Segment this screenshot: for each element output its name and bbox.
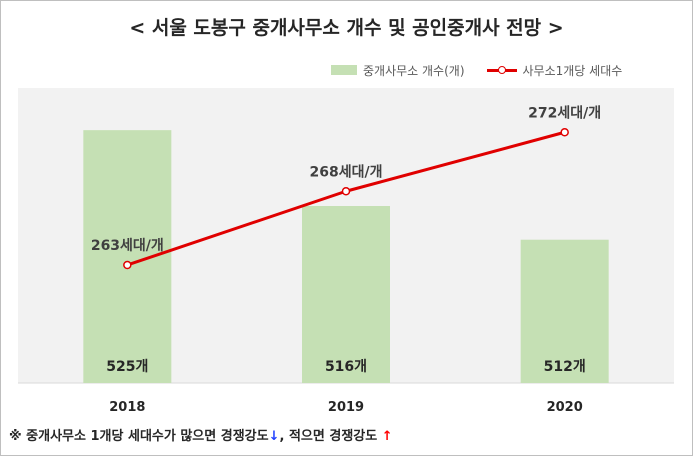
legend: 중개사무소 개수(개) 사무소1개당 세대수 bbox=[331, 61, 644, 79]
bar bbox=[302, 206, 390, 383]
line-data-label: 272세대/개 bbox=[528, 105, 601, 121]
bar bbox=[520, 239, 609, 383]
up-arrow-icon: ↑ bbox=[381, 429, 393, 444]
chart-title: < 서울 도봉구 중개사무소 개수 및 공인중개사 전망 > bbox=[129, 17, 564, 39]
footnote-text-2: , 적으면 경쟁강도 bbox=[279, 429, 378, 444]
line-point bbox=[560, 128, 569, 137]
bar-label: 525개 bbox=[106, 359, 148, 375]
footnote: ※ 중개사무소 1개당 세대수가 많으면 경쟁강도↓, 적으면 경쟁강도 ↑ bbox=[9, 425, 393, 444]
x-tick-label: 2018 bbox=[109, 400, 145, 415]
line-data-label: 268세대/개 bbox=[310, 164, 383, 180]
down-arrow-icon: ↓ bbox=[268, 429, 280, 444]
legend-line-label: 사무소1개당 세대수 bbox=[522, 63, 623, 78]
legend-line-swatch bbox=[486, 65, 517, 75]
footnote-text-1: ※ 중개사무소 1개당 세대수가 많으면 경쟁강도 bbox=[9, 429, 269, 444]
line-data-label: 263세대/개 bbox=[91, 238, 164, 254]
line-point bbox=[123, 260, 132, 270]
bar-label: 512개 bbox=[544, 359, 586, 375]
x-tick-label: 2020 bbox=[547, 400, 583, 415]
legend-item-line: 사무소1개당 세대수 bbox=[486, 62, 623, 79]
legend-bar-label: 중개사무소 개수(개) bbox=[363, 63, 465, 78]
bar-label: 516개 bbox=[325, 359, 367, 375]
line-point bbox=[341, 187, 351, 196]
legend-item-bar: 중개사무소 개수(개) bbox=[331, 62, 465, 79]
legend-bar-swatch bbox=[331, 65, 357, 75]
x-tick-label: 2019 bbox=[328, 400, 364, 415]
bar bbox=[83, 130, 172, 383]
